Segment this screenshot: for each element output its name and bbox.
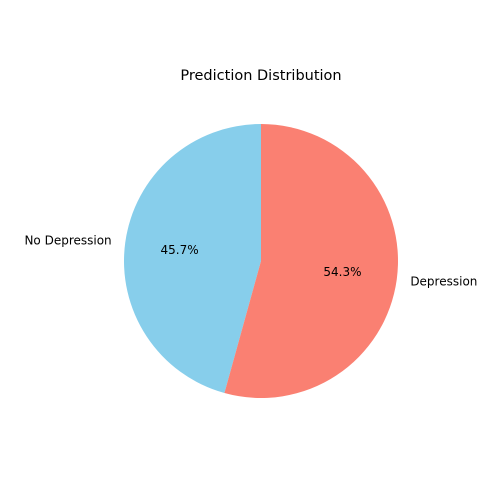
chart-title: Prediction Distribution [180,68,341,84]
pie-category-label: Depression [410,274,477,288]
pie-category-label: No Depression [24,234,111,248]
pie-slices [124,124,398,398]
pie-pct-label: 45.7% [160,243,198,257]
pie-pct-label: 54.3% [323,265,361,279]
